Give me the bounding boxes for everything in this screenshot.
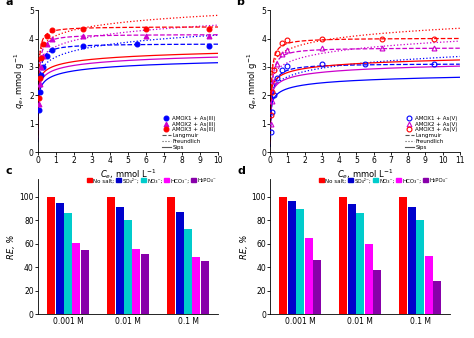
Y-axis label: RE, %: RE, % bbox=[240, 235, 249, 259]
Bar bbox=[132, 248, 140, 314]
Legend: AMOX1 + As(III), AMOX2 + As(III), AMOX3 + As(III), Langmuir, Freundlich, Sips: AMOX1 + As(III), AMOX2 + As(III), AMOX3 … bbox=[162, 115, 216, 150]
Bar bbox=[288, 201, 296, 314]
Y-axis label: $q_e$, mmol g$^{-1}$: $q_e$, mmol g$^{-1}$ bbox=[246, 53, 260, 109]
Bar bbox=[348, 204, 356, 314]
Bar bbox=[425, 256, 433, 314]
Bar bbox=[416, 220, 424, 314]
Text: d: d bbox=[238, 166, 246, 176]
Bar bbox=[184, 228, 192, 314]
Bar bbox=[305, 238, 312, 314]
Bar bbox=[313, 260, 321, 314]
Bar bbox=[141, 255, 149, 314]
Y-axis label: RE, %: RE, % bbox=[8, 235, 17, 259]
Bar bbox=[73, 243, 80, 314]
Text: a: a bbox=[6, 0, 13, 7]
Bar bbox=[296, 209, 304, 314]
Bar bbox=[81, 250, 89, 314]
Text: c: c bbox=[6, 166, 12, 176]
Bar bbox=[55, 203, 64, 314]
Bar bbox=[176, 212, 183, 314]
Bar bbox=[192, 257, 201, 314]
Bar bbox=[356, 213, 364, 314]
Legend: No salt;, SO₄²⁻;, NO₃⁻;, HCO₃⁻;, H₂PO₄⁻: No salt;, SO₄²⁻;, NO₃⁻;, HCO₃⁻;, H₂PO₄⁻ bbox=[86, 177, 217, 184]
Bar bbox=[400, 197, 408, 314]
Bar bbox=[408, 207, 416, 314]
Bar bbox=[373, 270, 381, 314]
Legend: No salt;, SO₄²⁻;, NO₃⁻;, HCO₃⁻;, H₂PO₄⁻: No salt;, SO₄²⁻;, NO₃⁻;, HCO₃⁻;, H₂PO₄⁻ bbox=[319, 177, 449, 184]
Bar bbox=[279, 197, 287, 314]
Bar bbox=[339, 197, 347, 314]
Text: b: b bbox=[236, 0, 244, 7]
X-axis label: $C_e$, mmol L$^{-1}$: $C_e$, mmol L$^{-1}$ bbox=[100, 167, 156, 180]
Bar bbox=[64, 213, 72, 314]
Bar bbox=[107, 197, 115, 314]
Bar bbox=[433, 282, 441, 314]
Bar bbox=[365, 244, 373, 314]
Y-axis label: $q_e$, mmol g$^{-1}$: $q_e$, mmol g$^{-1}$ bbox=[13, 53, 27, 109]
Bar bbox=[47, 197, 55, 314]
Bar bbox=[167, 197, 175, 314]
Bar bbox=[116, 207, 124, 314]
Bar bbox=[124, 220, 132, 314]
Bar bbox=[201, 261, 209, 314]
Legend: AMOX1 + As(V), AMOX2 + As(V), AMOX3 + As(V), Langmuir, Freundlich, Sips: AMOX1 + As(V), AMOX2 + As(V), AMOX3 + As… bbox=[405, 115, 458, 150]
X-axis label: $C_e$, mmol L$^{-1}$: $C_e$, mmol L$^{-1}$ bbox=[337, 167, 393, 180]
